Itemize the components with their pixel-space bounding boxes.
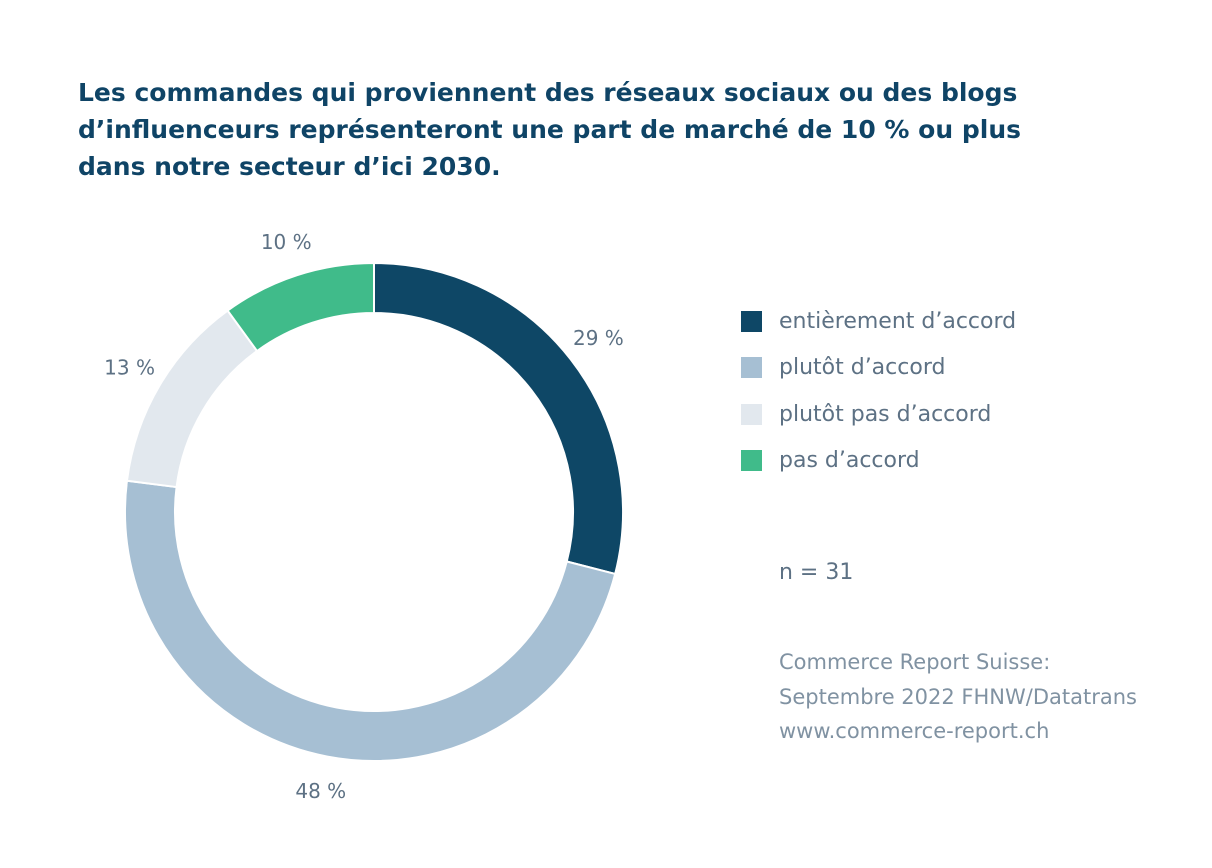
chart-title-line-3: dans notre secteur d’ici 2030.: [78, 152, 501, 181]
legend-item-plutot-daccord: plutôt d’accord: [741, 345, 1016, 392]
legend-swatch: [741, 310, 762, 332]
donut-slice-plutot-pas-daccord: [125, 309, 259, 489]
donut-slice-plutot-daccord: [124, 479, 617, 762]
legend-label: pas d’accord: [779, 448, 920, 474]
source-line-2: Septembre 2022 FHNW/Datatrans: [779, 684, 1137, 709]
legend-item-pas-daccord: pas d’accord: [741, 438, 1016, 485]
donut-slices: [124, 261, 624, 762]
legend-swatch: [741, 450, 762, 472]
donut-slice-pas-daccord: [226, 261, 375, 353]
donut-value-label-pas-daccord: 10 %: [261, 230, 312, 254]
chart-title-line-1: Les commandes qui proviennent des réseau…: [78, 78, 1018, 107]
legend-label: plutôt pas d’accord: [779, 401, 992, 427]
legend: entièrement d’accord plutôt d’accord plu…: [741, 298, 1016, 484]
legend-label: plutôt d’accord: [779, 355, 946, 381]
legend-swatch: [741, 357, 762, 379]
legend-label: entièrement d’accord: [779, 308, 1017, 334]
chart-title-line-2: d’influenceurs représenteront une part d…: [78, 115, 1021, 144]
donut-slice-entierement-daccord: [373, 261, 624, 576]
legend-swatch: [741, 403, 762, 425]
source-line-1: Commerce Report Suisse:: [779, 650, 1051, 674]
donut-chart: 29 % 48 % 13 % 10 %: [104, 230, 624, 803]
donut-value-label-plutot-pas-daccord: 13 %: [104, 355, 155, 379]
donut-value-labels: 29 % 48 % 13 % 10 %: [104, 230, 624, 803]
donut-value-label-entierement-daccord: 29 %: [573, 326, 624, 350]
donut-value-label-plutot-daccord: 48 %: [295, 779, 346, 803]
sample-size: n = 31: [779, 560, 854, 585]
legend-item-plutot-pas-daccord: plutôt pas d’accord: [741, 391, 1016, 438]
source-note: Commerce Report Suisse: Septembre 2022 F…: [779, 645, 1137, 749]
source-line-3: www.commerce-report.ch: [779, 719, 1050, 743]
legend-item-entierement-daccord: entièrement d’accord: [741, 298, 1016, 345]
chart-title: Les commandes qui proviennent des réseau…: [78, 74, 1038, 185]
